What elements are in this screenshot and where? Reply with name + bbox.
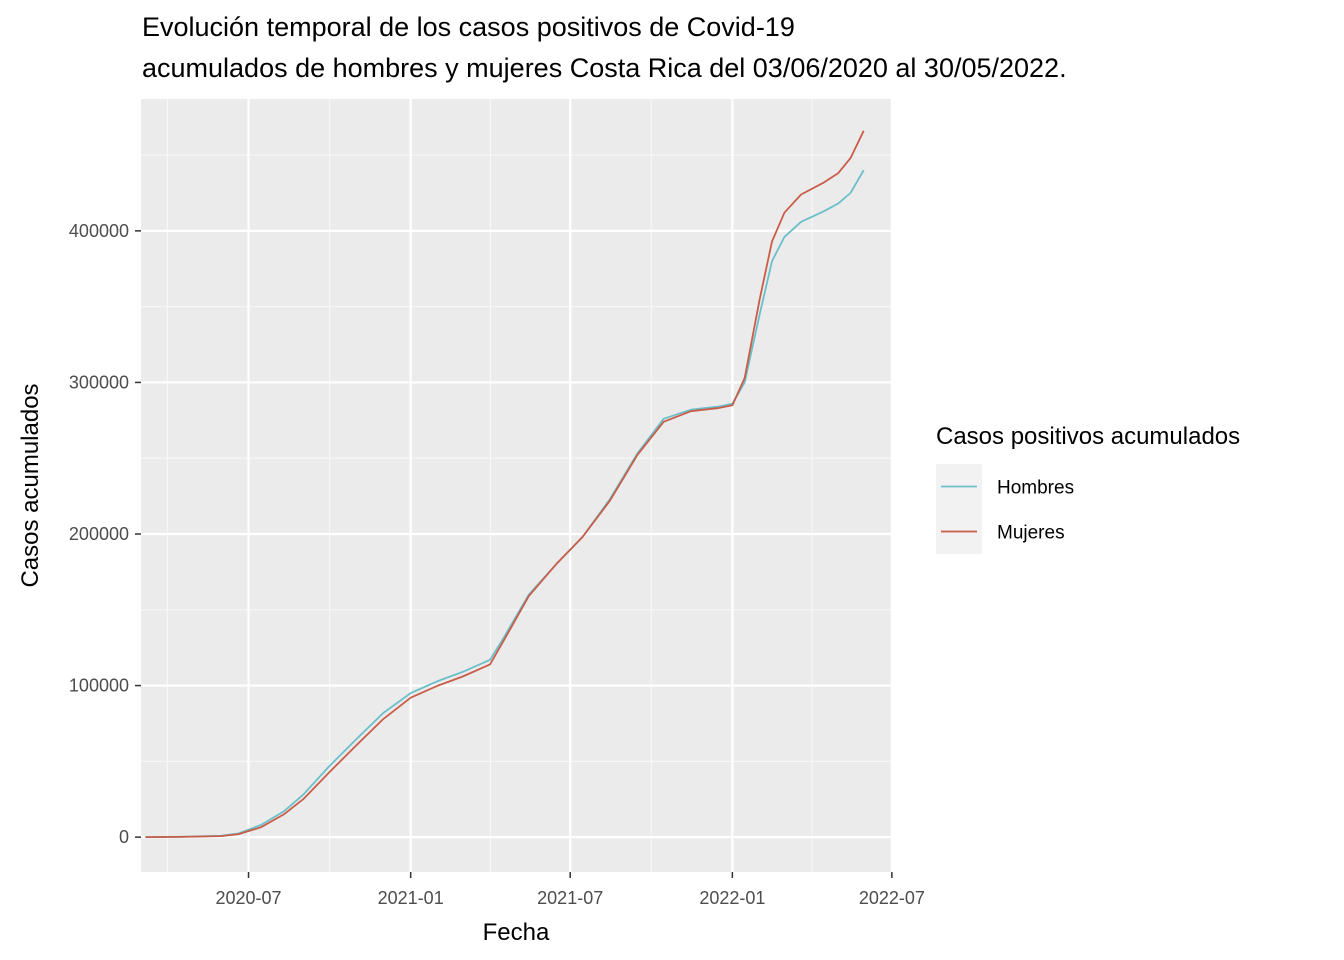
y-axis-title: Casos acumulados bbox=[17, 383, 44, 587]
legend-items: Hombres Mujeres bbox=[941, 478, 1074, 544]
x-tick-label: 2021-01 bbox=[378, 888, 444, 908]
legend-title: Casos positivos acumulados bbox=[936, 423, 1240, 450]
minor-gridlines bbox=[141, 99, 891, 872]
y-tick-label: 200000 bbox=[69, 524, 129, 544]
chart-title-line-2: acumulados de hombres y mujeres Costa Ri… bbox=[142, 53, 1067, 83]
x-tick-label: 2022-01 bbox=[699, 888, 765, 908]
chart-title-line-1: Evolución temporal de los casos positivo… bbox=[142, 12, 795, 42]
y-tick-label: 0 bbox=[119, 827, 129, 847]
legend: Casos positivos acumulados Hombres Mujere… bbox=[936, 423, 1240, 554]
y-tick-label: 400000 bbox=[69, 221, 129, 241]
x-tick-label: 2021-07 bbox=[537, 888, 603, 908]
legend-key-background bbox=[936, 464, 982, 554]
legend-label-hombres: Hombres bbox=[997, 478, 1074, 499]
legend-label-mujeres: Mujeres bbox=[997, 523, 1065, 544]
series-lines bbox=[145, 130, 865, 838]
major-gridlines bbox=[141, 99, 893, 872]
plot-panel bbox=[141, 99, 891, 872]
axes: 2020-07 2021-01 2021-07 2022-01 2022-07 0 1000… bbox=[69, 221, 925, 908]
y-tick-label: 100000 bbox=[69, 676, 129, 696]
x-tick-label: 2022-07 bbox=[859, 888, 925, 908]
x-axis-title: Fecha bbox=[483, 919, 550, 946]
y-tick-label: 300000 bbox=[69, 372, 129, 392]
series-line-mujeres bbox=[145, 130, 865, 838]
x-tick-label: 2020-07 bbox=[215, 888, 281, 908]
